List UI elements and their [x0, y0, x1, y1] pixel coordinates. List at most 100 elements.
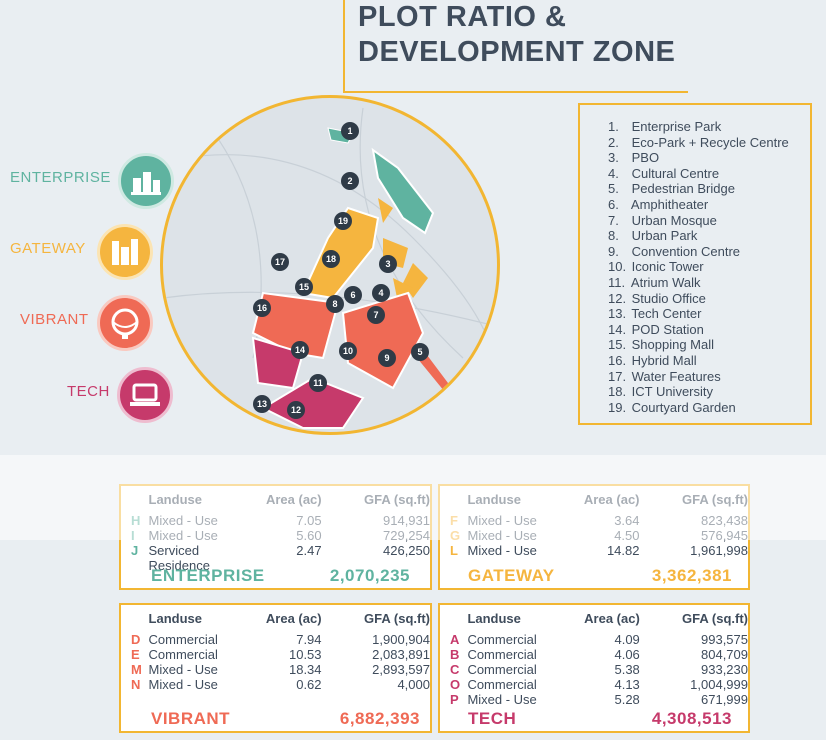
legend-item: 19. Courtyard Garden [608, 400, 810, 416]
panel-enterprise-name: ENTERPRISE [151, 566, 265, 585]
map-marker: 1 [341, 122, 359, 140]
cell-landuse: Commercial [467, 647, 537, 662]
cell-area: 4.13 [614, 677, 640, 692]
legend-item-label: Enterprise Park [631, 119, 722, 134]
legend-item-number: 8. [608, 228, 619, 244]
title-line-2: DEVELOPMENT ZONE [358, 36, 676, 68]
header-gfa: GFA (sq.ft) [682, 611, 748, 626]
legend-item-label: Urban Park [631, 228, 698, 244]
cell-gfa: 1,900,904 [372, 632, 430, 647]
legend-item: 18. ICT University [608, 384, 810, 400]
legend-item: 14. POD Station [608, 322, 810, 338]
cell-area: 5.28 [614, 692, 640, 707]
cell-code: J [131, 543, 139, 558]
legend-item-number: 13. [608, 306, 627, 322]
legend-item-label: Pedestrian Bridge [631, 181, 735, 197]
panel-gateway-name: GATEWAY [468, 566, 555, 585]
map-marker: 11 [309, 374, 327, 392]
title-rule-horizontal [343, 91, 688, 93]
legend-item-label: Iconic Tower [631, 259, 704, 275]
legend-item: 9. Convention Centre [608, 244, 810, 260]
map-marker: 4 [372, 284, 390, 302]
legend-item-number: 2. [608, 134, 619, 150]
map-marker: 2 [341, 172, 359, 190]
map-marker: 17 [271, 253, 289, 271]
map-marker: 13 [253, 395, 271, 413]
zone-label-tech: TECH [67, 383, 110, 400]
watermark-band [0, 455, 826, 540]
legend-item: 3. PBO [608, 150, 810, 166]
vibrant-table: Landuse Area (ac) GFA (sq.ft) D Commercia… [131, 611, 430, 692]
legend-item-number: 7. [608, 212, 619, 228]
legend-item: 16. Hybrid Mall [608, 353, 810, 369]
legend-item-label: Eco-Park + Recycle Centre [631, 134, 789, 150]
legend-item-label: PBO [631, 150, 660, 166]
cell-landuse: Mixed - Use [467, 543, 537, 558]
legend-item-label: POD Station [631, 321, 704, 337]
legend-item-label: Hybrid Mall [631, 352, 697, 368]
legend-item: 8. Urban Park [608, 228, 810, 244]
cell-area: 18.34 [288, 662, 322, 677]
legend-item: 12. Studio Office [608, 291, 810, 307]
legend-item-number: 10. [608, 259, 627, 275]
cell-gfa: 2,083,891 [372, 647, 430, 662]
cell-gfa: 993,575 [701, 632, 748, 647]
header-gfa: GFA (sq.ft) [364, 611, 430, 626]
legend-item: 10. Iconic Tower [608, 259, 810, 275]
header-area: Area (ac) [265, 611, 322, 626]
cell-gfa: 1,004,999 [690, 677, 748, 692]
legend-item-number: 17. [608, 368, 627, 384]
legend-item: 13. Tech Center [608, 306, 810, 322]
legend-item-label: Atrium Walk [630, 274, 701, 290]
panel-vibrant-total: 6,882,393 [339, 709, 420, 728]
cell-landuse: Commercial [467, 677, 537, 692]
map-marker: 18 [322, 250, 340, 268]
cell-landuse: Mixed - Use [148, 662, 218, 677]
zone-label-gateway: GATEWAY [10, 240, 86, 257]
panel-gateway-total: 3,362,381 [651, 566, 732, 585]
cell-gfa: 4,000 [397, 677, 430, 692]
site-map-drawing [163, 107, 497, 429]
table-row: C Commercial 5.38 933,230 [450, 662, 748, 677]
cell-code: L [450, 543, 458, 558]
gateway-buildings-icon [97, 224, 153, 280]
panel-tech: Landuse Area (ac) GFA (sq.ft) A Commercia… [438, 603, 750, 733]
enterprise-buildings-icon [118, 153, 174, 209]
map-marker: 16 [253, 299, 271, 317]
legend-item: 6. Amphitheater [608, 197, 810, 213]
legend-list: 1. Enterprise Park 2. Eco-Park + Recycle … [608, 119, 810, 415]
legend-item: 11. Atrium Walk [608, 275, 810, 291]
map-marker: 10 [339, 342, 357, 360]
cell-gfa: 1,961,998 [690, 543, 748, 558]
legend-item: 4. Cultural Centre [608, 166, 810, 182]
map-marker: 3 [379, 255, 397, 273]
legend-item-label: Courtyard Garden [631, 399, 736, 415]
cell-code: E [131, 647, 140, 662]
legend-item-label: Urban Mosque [631, 212, 717, 228]
legend-item: 2. Eco-Park + Recycle Centre [608, 135, 810, 151]
cell-landuse: Commercial [148, 632, 218, 647]
map-marker: 19 [334, 212, 352, 230]
legend-item-number: 16. [608, 352, 627, 368]
cell-code: N [131, 677, 141, 692]
legend-item-number: 11. [608, 274, 626, 290]
legend-item-label: Convention Centre [631, 243, 741, 259]
panel-tech-name: TECH [468, 709, 517, 728]
cell-gfa: 426,250 [383, 543, 430, 558]
map-marker: 15 [295, 278, 313, 296]
cell-gfa: 933,230 [701, 662, 748, 677]
cell-landuse: Serviced Residence [148, 543, 210, 573]
table-row: A Commercial 4.09 993,575 [450, 632, 748, 647]
zone-label-vibrant: VIBRANT [20, 311, 89, 328]
legend-item-number: 5. [608, 181, 619, 197]
cell-area: 4.09 [614, 632, 640, 647]
panel-vibrant: Landuse Area (ac) GFA (sq.ft) D Commercia… [119, 603, 432, 733]
table-row: L Mixed - Use 14.82 1,961,998 [450, 543, 748, 558]
cell-area: 10.53 [288, 647, 322, 662]
legend-item: 15. Shopping Mall [608, 337, 810, 353]
table-row: B Commercial 4.06 804,709 [450, 647, 748, 662]
page-title: PLOT RATIO & DEVELOPMENT ZONE [358, 0, 675, 70]
legend-item-number: 12. [608, 290, 627, 306]
legend-item-number: 19. [608, 399, 627, 415]
legend-item-label: Water Features [631, 368, 721, 384]
